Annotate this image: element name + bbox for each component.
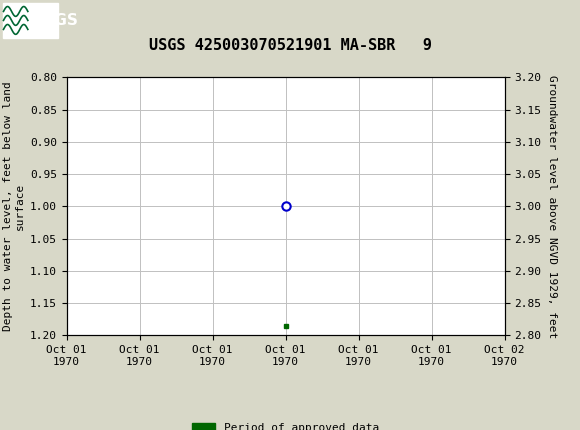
- Legend: Period of approved data: Period of approved data: [188, 418, 383, 430]
- Text: USGS: USGS: [32, 13, 79, 28]
- Text: USGS 425003070521901 MA-SBR   9: USGS 425003070521901 MA-SBR 9: [148, 38, 432, 52]
- Y-axis label: Depth to water level, feet below land
surface: Depth to water level, feet below land su…: [3, 82, 24, 331]
- Y-axis label: Groundwater level above NGVD 1929, feet: Groundwater level above NGVD 1929, feet: [547, 75, 557, 338]
- FancyBboxPatch shape: [3, 3, 58, 37]
